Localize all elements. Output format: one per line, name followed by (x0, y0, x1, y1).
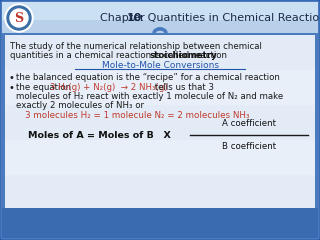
Bar (5, 105, 315, 140)
Text: exactly 2 molecules of NH₃ or: exactly 2 molecules of NH₃ or (16, 101, 144, 110)
Text: B coefficient: B coefficient (222, 142, 276, 151)
Bar (5, 35, 315, 210)
Text: tells us that 3: tells us that 3 (152, 83, 214, 92)
Text: Mole-to-Mole Conversions: Mole-to-Mole Conversions (101, 61, 219, 70)
Text: stoichiometry: stoichiometry (149, 51, 217, 60)
Bar (5, 175, 315, 210)
Text: •: • (9, 73, 15, 83)
Text: quantities in a chemical reaction is called reaction: quantities in a chemical reaction is cal… (10, 51, 230, 60)
Text: 10: 10 (127, 13, 142, 23)
Text: molecules of H₂ react with exactly 1 molecule of N₂ and make: molecules of H₂ react with exactly 1 mol… (16, 92, 283, 101)
Bar (2, 2, 318, 20)
Text: 3 molecules H₂ = 1 molecule N₂ = 2 molecules NH₃: 3 molecules H₂ = 1 molecule N₂ = 2 molec… (25, 111, 250, 120)
Text: Chapter: Chapter (100, 13, 152, 23)
Text: A coefficient: A coefficient (222, 119, 276, 128)
Text: Moles of A = Moles of B   X: Moles of A = Moles of B X (28, 131, 171, 139)
Text: S: S (14, 12, 24, 24)
Text: •: • (9, 83, 15, 93)
Text: the equation: the equation (16, 83, 74, 92)
Circle shape (7, 6, 31, 30)
Bar (5, 70, 315, 105)
Text: The study of the numerical relationship between chemical: The study of the numerical relationship … (10, 42, 262, 51)
Circle shape (5, 4, 33, 32)
Text: : Quantities in Chemical Reactions: : Quantities in Chemical Reactions (137, 13, 320, 23)
Bar (5, 35, 315, 70)
Bar (2, 2, 318, 33)
Bar (5, 140, 315, 175)
Bar (2, 208, 318, 238)
Text: 3 H₂(g) + N₂(g)  → 2 NH₃(g): 3 H₂(g) + N₂(g) → 2 NH₃(g) (50, 83, 168, 92)
Circle shape (10, 9, 28, 27)
Text: the balanced equation is the “recipe” for a chemical reaction: the balanced equation is the “recipe” fo… (16, 73, 280, 82)
